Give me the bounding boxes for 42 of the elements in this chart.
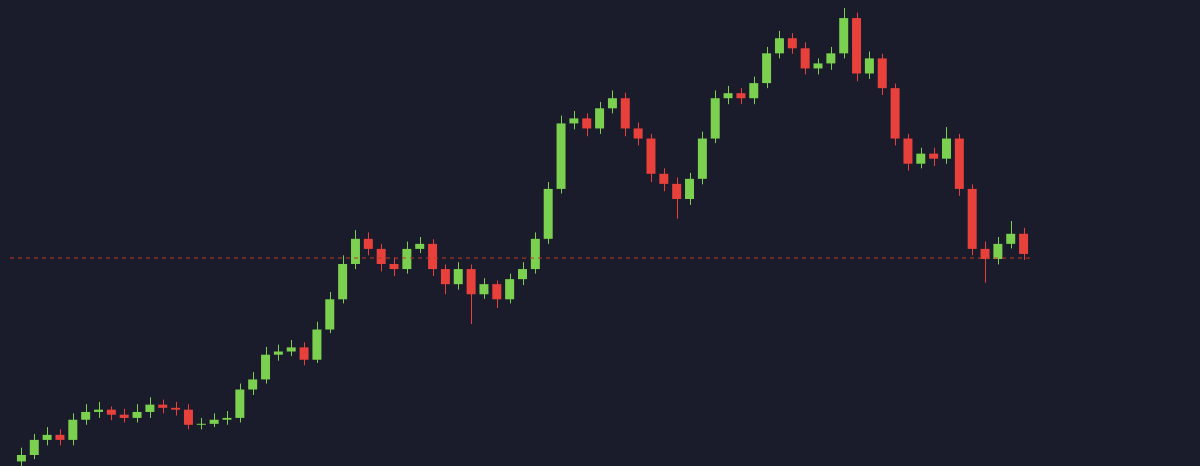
candlestick xyxy=(941,126,951,165)
candlestick xyxy=(440,263,450,295)
candlestick xyxy=(672,176,682,220)
candlestick xyxy=(132,403,142,423)
candlestick xyxy=(518,261,527,286)
candlestick xyxy=(774,30,784,59)
candlestick xyxy=(29,433,39,460)
candlestick xyxy=(633,122,643,146)
candlestick xyxy=(826,46,836,71)
candlestick xyxy=(864,51,874,80)
candlestick xyxy=(196,417,206,430)
candlestick xyxy=(800,41,810,75)
candlestick xyxy=(582,112,592,137)
candlestick xyxy=(916,147,926,169)
candlestick xyxy=(569,110,579,130)
candlestick xyxy=(16,447,26,466)
candlestick xyxy=(42,426,52,446)
candlestick xyxy=(248,371,258,396)
candlestick xyxy=(492,280,502,309)
candlestick xyxy=(659,167,669,192)
candlestick xyxy=(479,277,489,300)
candlestick xyxy=(376,243,386,272)
candlestick xyxy=(993,236,1003,265)
candlestick xyxy=(389,257,399,277)
candlestick xyxy=(595,101,605,135)
candlestick xyxy=(453,261,463,291)
candlestick xyxy=(183,403,193,430)
candlestick xyxy=(723,85,733,105)
candlestick xyxy=(929,147,939,167)
candlestick xyxy=(81,403,91,426)
candlestick xyxy=(1019,227,1029,261)
candlestick xyxy=(505,273,515,304)
candlestick xyxy=(749,76,759,105)
candlestick xyxy=(145,396,155,419)
candlestick xyxy=(363,231,373,256)
candlestick xyxy=(607,89,617,114)
candlestick xyxy=(685,172,695,206)
candlestick xyxy=(299,341,309,366)
candlestick xyxy=(787,32,797,55)
candlestick xyxy=(1006,220,1016,249)
candlestick xyxy=(68,412,78,446)
candlestick xyxy=(402,241,412,275)
